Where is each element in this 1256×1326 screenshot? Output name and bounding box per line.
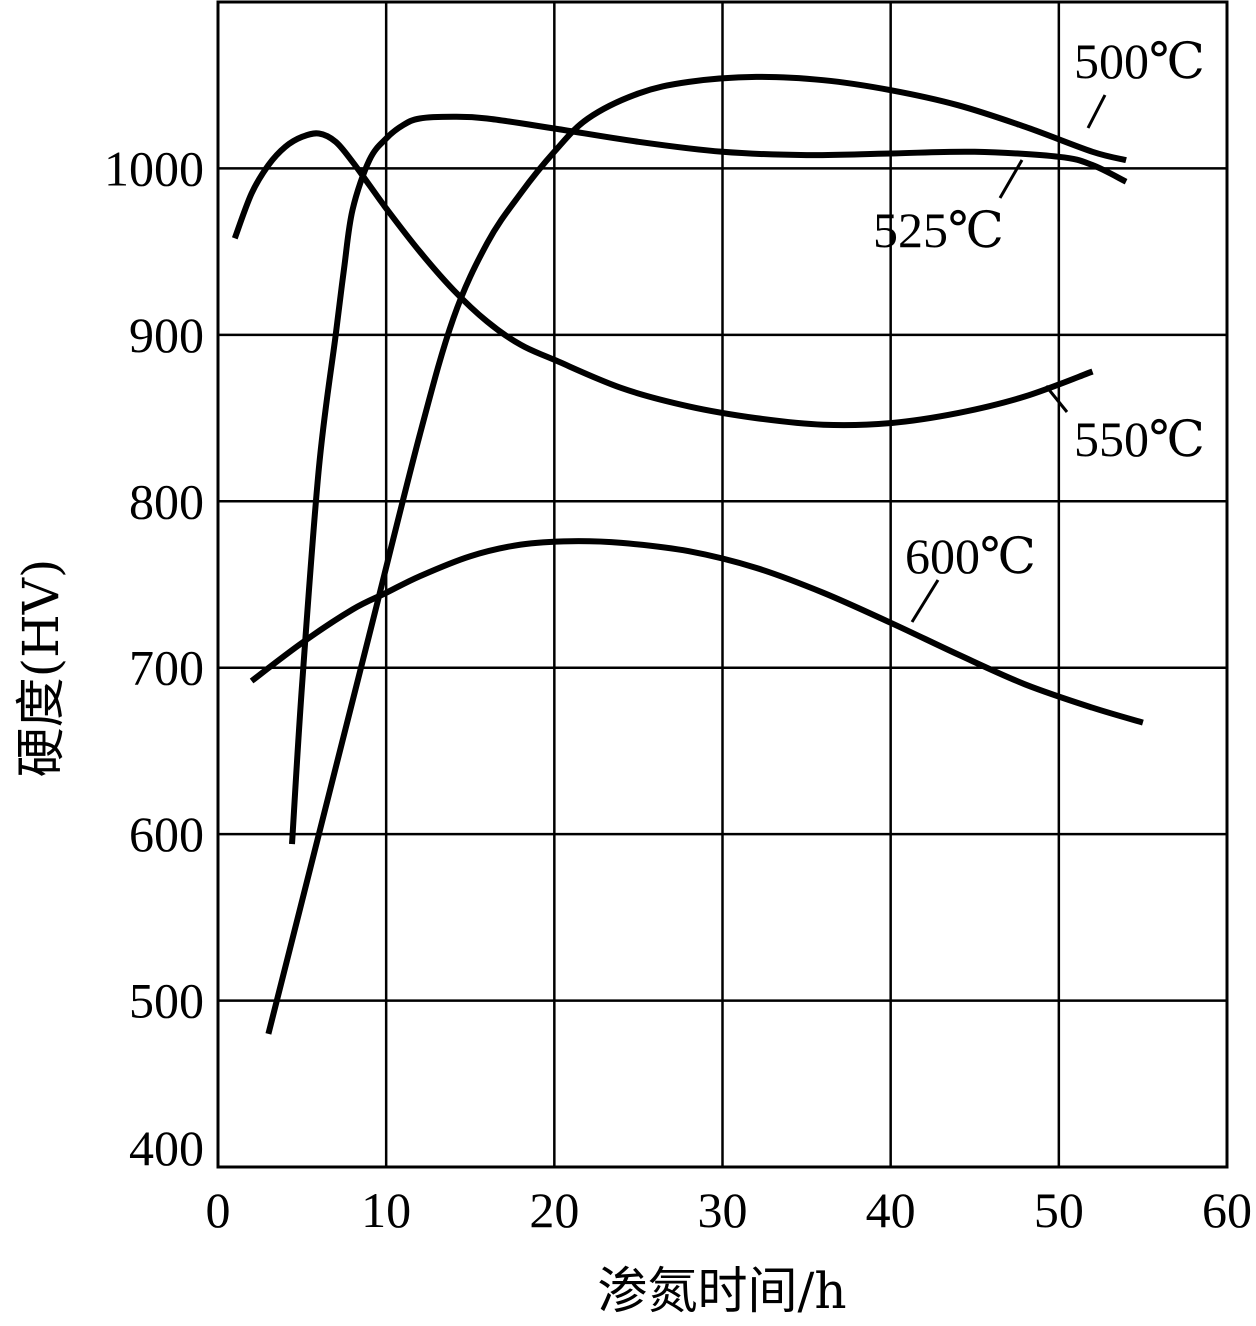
- x-tick-labels: 0 10 20 30 40 50 60: [206, 1182, 1253, 1238]
- y-tick-labels: 400 500 600 700 800 900 1000: [104, 140, 204, 1176]
- grid: [218, 2, 1227, 1167]
- y-axis-title: 硬度(HV): [12, 559, 70, 778]
- y-tick-label: 600: [129, 806, 204, 862]
- x-axis-title: 渗氮时间/h: [597, 1262, 846, 1320]
- y-tick-label: 500: [129, 973, 204, 1029]
- series-label-leader: [910, 579, 940, 623]
- y-tick-label: 800: [129, 473, 204, 529]
- x-tick-label: 20: [529, 1182, 579, 1238]
- series-line-600: [249, 538, 1144, 726]
- series-label-leader: [998, 159, 1024, 199]
- x-tick-label: 10: [361, 1182, 411, 1238]
- x-tick-label: 60: [1202, 1182, 1252, 1238]
- x-tick-label: 0: [206, 1182, 231, 1238]
- series-line-550: [231, 130, 1094, 429]
- x-tick-label: 50: [1034, 1182, 1084, 1238]
- series-label-leader: [1044, 385, 1069, 413]
- series-labels: 500℃ 525℃ 550℃ 600℃: [873, 33, 1205, 584]
- series-label-500: 500℃: [1074, 33, 1205, 89]
- y-tick-label: 900: [129, 307, 204, 363]
- x-tick-label: 40: [866, 1182, 916, 1238]
- series-line-500: [265, 73, 1127, 1035]
- label-leader-lines: [910, 94, 1107, 623]
- plot-frame: [216, 0, 1229, 1169]
- series-label-550: 550℃: [1074, 411, 1205, 467]
- y-tick-label: 700: [129, 640, 204, 696]
- series-lines: [231, 73, 1144, 1035]
- y-tick-label: 1000: [104, 140, 204, 196]
- series-label-525: 525℃: [873, 202, 1004, 258]
- series-line-525: [289, 113, 1128, 845]
- y-tick-label: 400: [129, 1120, 204, 1176]
- x-tick-label: 30: [698, 1182, 748, 1238]
- series-label-leader: [1086, 94, 1107, 129]
- series-label-600: 600℃: [905, 528, 1036, 584]
